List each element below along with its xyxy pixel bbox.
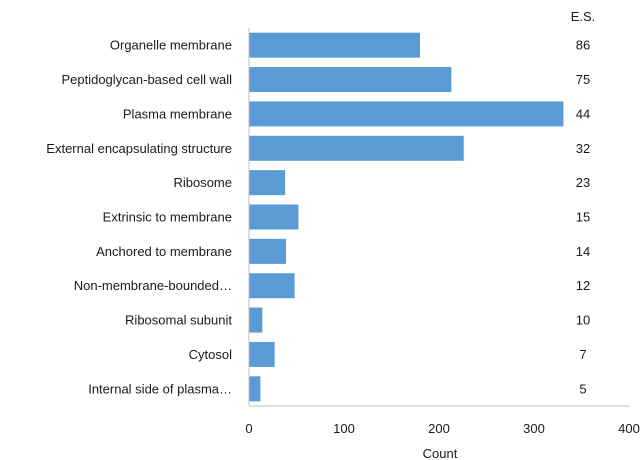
x-tick-label-3: 300	[523, 421, 545, 436]
category-label-10: Internal side of plasma…	[88, 381, 232, 396]
es-value-2: 44	[576, 106, 590, 121]
bar-10	[249, 376, 261, 402]
category-label-1: Peptidoglycan-based cell wall	[61, 72, 232, 87]
category-label-6: Anchored to membrane	[96, 244, 232, 259]
category-label-9: Cytosol	[189, 347, 232, 362]
category-label-5: Extrinsic to membrane	[103, 210, 232, 225]
es-value-10: 5	[579, 381, 586, 396]
bar-0	[249, 32, 420, 58]
category-label-7: Non-membrane-bounded…	[74, 278, 232, 293]
x-tick-label-2: 200	[428, 421, 450, 436]
bar-9	[249, 341, 275, 367]
es-value-1: 75	[576, 72, 590, 87]
bar-8	[249, 307, 263, 333]
x-tick-label-1: 100	[333, 421, 355, 436]
category-label-4: Ribosome	[173, 175, 232, 190]
bar-5	[249, 204, 299, 230]
es-value-6: 14	[576, 244, 590, 259]
bars-group	[249, 32, 564, 402]
category-label-3: External encapsulating structure	[46, 141, 232, 156]
es-value-4: 23	[576, 175, 590, 190]
bar-2	[249, 101, 564, 127]
es-value-7: 12	[576, 278, 590, 293]
bar-6	[249, 238, 287, 264]
category-label-2: Plasma membrane	[123, 106, 232, 121]
bar-4	[249, 170, 286, 196]
es-value-5: 15	[576, 210, 590, 225]
es-value-9: 7	[579, 347, 586, 362]
bar-3	[249, 135, 464, 161]
es-value-8: 10	[576, 313, 590, 328]
x-tick-label-4: 400	[618, 421, 640, 436]
bar-1	[249, 67, 452, 93]
category-label-0: Organelle membrane	[110, 38, 232, 53]
bar-7	[249, 273, 295, 299]
es-header: E.S.	[571, 9, 596, 24]
es-value-0: 86	[576, 38, 590, 53]
x-tick-label-0: 0	[245, 421, 252, 436]
category-label-8: Ribosomal subunit	[125, 313, 232, 328]
x-axis-title: Count	[423, 446, 458, 460]
category-labels: Organelle membrane Peptidoglycan-based ce…	[46, 38, 232, 397]
es-value-3: 32	[576, 141, 590, 156]
x-tick-labels: 0 100 200 300 400	[245, 421, 639, 436]
